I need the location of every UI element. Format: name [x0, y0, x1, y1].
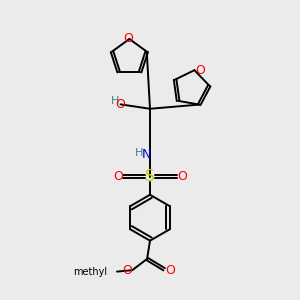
Text: O: O	[113, 170, 123, 183]
Text: O: O	[122, 264, 132, 277]
Text: O: O	[123, 32, 133, 46]
Text: N: N	[142, 148, 151, 161]
Text: H: H	[135, 148, 143, 158]
Text: O: O	[116, 98, 125, 111]
Text: H: H	[111, 96, 119, 106]
Text: S: S	[145, 169, 155, 184]
Text: O: O	[195, 64, 205, 77]
Text: O: O	[166, 264, 176, 277]
Text: O: O	[177, 170, 187, 183]
Text: methyl: methyl	[74, 267, 108, 277]
